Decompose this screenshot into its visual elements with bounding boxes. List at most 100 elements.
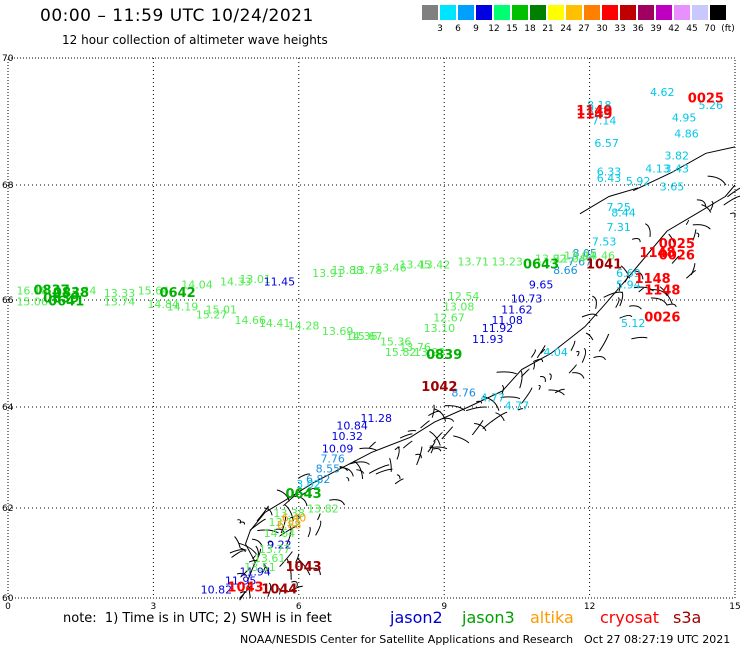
coastline-path <box>442 417 455 422</box>
coastline-path <box>239 591 247 594</box>
coastline-path <box>296 557 311 576</box>
coastline-path <box>252 555 256 560</box>
coastline-path <box>257 529 279 534</box>
wave-height-label: 13.82 <box>535 253 567 266</box>
coastline-path <box>482 420 494 430</box>
coastline-path <box>659 286 673 304</box>
wave-height-label: 13.45 <box>399 258 431 271</box>
coastline-path <box>632 238 641 243</box>
coastline-path <box>710 200 714 211</box>
coastline-path <box>428 410 442 417</box>
legend-swatch <box>530 5 546 20</box>
coastline-path <box>420 420 430 429</box>
legend-label: 33 <box>614 24 626 34</box>
wave-height-label: 7.53 <box>592 235 617 248</box>
wave-height-label: 15.64 <box>138 284 170 297</box>
wave-height-label: 1149 <box>576 104 612 119</box>
wave-height-label: 15.27 <box>196 309 228 322</box>
coastline-path <box>256 548 262 561</box>
coastline-path <box>476 400 483 404</box>
coastline-path <box>581 313 598 318</box>
coastline-path <box>696 199 707 207</box>
coastline-path <box>396 474 401 480</box>
wave-height-label: 4.86 <box>674 127 699 140</box>
coastline-path <box>267 582 272 598</box>
coastline-path <box>593 356 606 361</box>
lat-label: 62 <box>2 504 13 514</box>
wave-height-label: 11.92 <box>482 322 514 335</box>
wave-height-label: 11.62 <box>501 303 533 316</box>
coastline-path <box>248 559 259 563</box>
coastline-path <box>433 448 442 452</box>
wave-height-label: 14.19 <box>167 301 199 314</box>
wave-height-label: 3.02 <box>296 478 321 491</box>
wave-height-label: 14.64 <box>264 527 296 540</box>
wave-height-label: 13.78 <box>351 264 383 277</box>
coastline-path <box>572 372 585 379</box>
wave-height-label: 7.67 <box>568 256 593 269</box>
wave-height-label: 0839 <box>43 292 79 307</box>
satellite-s3a: s3a <box>673 608 702 627</box>
map-frame <box>7 57 736 599</box>
wave-height-label: 1149 <box>576 107 612 122</box>
wave-height-labels: 8.188.117.14 6.57 6.336.43 7.258.447.317.53… <box>16 86 724 597</box>
coastline-path <box>634 270 644 280</box>
coastline-path <box>279 525 298 537</box>
coastline-path <box>519 370 523 389</box>
wave-height-label: 8.05 <box>573 247 598 260</box>
wave-height-label: 14.33 <box>220 276 252 289</box>
coastline-path <box>286 558 292 580</box>
wave-height-label: 11.93 <box>472 333 504 346</box>
coastline-path <box>615 297 620 308</box>
wave-height-label: 0026 <box>659 249 695 264</box>
footnote: note: 1) Time is in UTC; 2) SWH is in fe… <box>63 611 332 626</box>
wave-height-label: 0642 <box>160 286 196 301</box>
wave-height-label: 7.25 <box>606 201 631 214</box>
wave-height-label: 13.93 <box>414 346 446 359</box>
lat-label: 64 <box>2 403 14 413</box>
coastline-path <box>231 550 244 558</box>
coastline-path <box>238 542 257 555</box>
coastline-path <box>491 411 508 422</box>
wave-height-label: 4.13 <box>645 162 670 175</box>
wave-height-label: 0838 <box>53 286 89 301</box>
satellite-jason3: jason3 <box>462 608 515 627</box>
coastline-path <box>671 255 680 264</box>
legend-label: 24 <box>560 24 572 34</box>
coastline-path <box>548 389 565 396</box>
coastline-path <box>619 314 633 319</box>
lat-label: 66 <box>2 296 14 306</box>
coastline-path <box>581 347 587 363</box>
coastline-path <box>287 585 303 593</box>
coastline-path <box>291 581 298 588</box>
wave-height-label: 11.08 <box>491 314 523 327</box>
coastline-path <box>554 388 565 394</box>
wave-height-label: 13.74 <box>104 295 136 308</box>
wave-height-label: 0837 <box>34 283 70 298</box>
wave-height-label: 15.67 <box>351 330 383 343</box>
lon-label: 3 <box>151 602 157 612</box>
coastline-path <box>427 440 436 453</box>
coastline-path <box>264 507 273 516</box>
coastline-path <box>638 287 644 293</box>
coastline-path <box>298 473 311 479</box>
coastline-path <box>431 404 435 418</box>
coastline-path <box>579 187 639 215</box>
legend-label: 36 <box>632 24 644 34</box>
legend-swatch <box>476 5 492 20</box>
wave-height-label: 15.06 <box>16 295 48 308</box>
coastline-path <box>603 291 623 298</box>
coastline-path <box>429 446 448 450</box>
wave-height-label: 8.44 <box>611 207 636 220</box>
coastline-path <box>592 295 597 309</box>
wave-height-label: 0643 <box>286 487 322 502</box>
satellite-cryosat: cryosat <box>600 608 660 627</box>
coastline-path <box>301 487 316 496</box>
coastline-path <box>585 332 594 341</box>
legend-label: 6 <box>455 24 461 34</box>
wave-height-label: 9.65 <box>529 279 554 292</box>
coastline-path <box>666 303 677 308</box>
legend-label: 42 <box>668 24 680 34</box>
wave-height-label: 13.33 <box>104 287 136 300</box>
